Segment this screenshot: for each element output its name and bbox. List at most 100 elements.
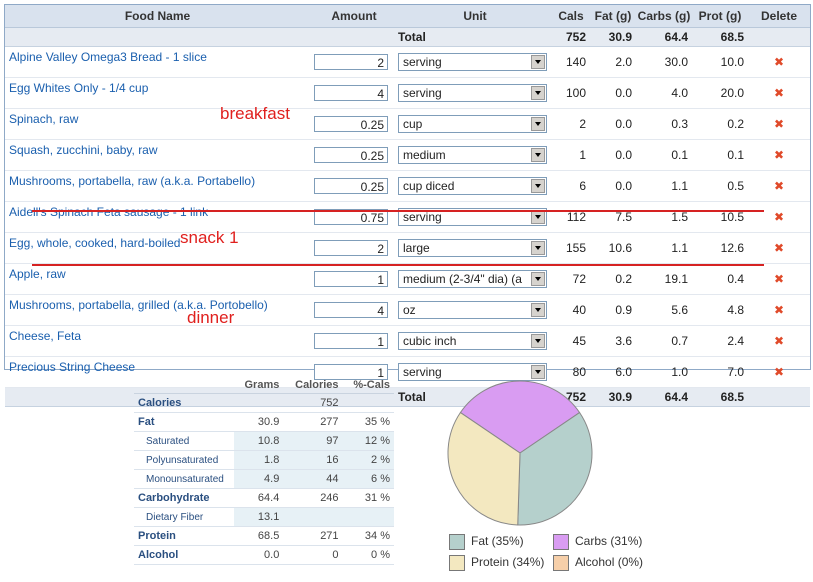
col-carbs[interactable]: Carbs (g)	[636, 5, 692, 28]
cell-carbs: 0.7	[636, 325, 692, 357]
food-name-link[interactable]: Mushrooms, portabella, raw (a.k.a. Porta…	[5, 170, 310, 202]
unit-select[interactable]: medium (2-3/4" dia) (a	[398, 270, 547, 288]
nutrient-grams	[234, 393, 284, 413]
annotation-dinner: dinner	[187, 308, 235, 327]
col-unit[interactable]: Unit	[398, 5, 552, 28]
cell-fat: 0.0	[590, 139, 636, 171]
food-name-link[interactable]: Aidell's Spinach Feta sausage - 1 link	[5, 201, 310, 233]
chevron-down-icon[interactable]	[531, 179, 545, 193]
cell-cals: 72	[552, 263, 590, 295]
close-x-icon[interactable]: ✖	[748, 46, 810, 78]
col-delete: Delete	[748, 5, 810, 28]
col-cals[interactable]: Cals	[552, 5, 590, 28]
chevron-down-icon[interactable]	[531, 55, 545, 69]
unit-select[interactable]: medium	[398, 146, 547, 164]
close-x-icon[interactable]: ✖	[748, 170, 810, 202]
nutrition-summary-table: Grams Calories %-Cals Calories 752 Fat 30.9…	[134, 377, 394, 565]
table-row: Aidell's Spinach Feta sausage - 1 link 0.…	[5, 201, 810, 233]
legend-label: Fat (35%)	[471, 534, 524, 549]
legend-item: Fat (35%)	[449, 534, 524, 550]
nutrient-calories: 271	[283, 526, 343, 546]
cell-carbs: 1.5	[636, 201, 692, 233]
unit-select[interactable]: serving	[398, 363, 547, 381]
close-x-icon[interactable]: ✖	[748, 108, 810, 140]
amount-input[interactable]: 4	[314, 302, 388, 318]
food-name-link[interactable]: Apple, raw	[5, 263, 310, 295]
chevron-down-icon[interactable]	[531, 86, 545, 100]
amount-input[interactable]: 0.25	[314, 178, 388, 194]
unit-select[interactable]: oz	[398, 301, 547, 319]
close-x-icon[interactable]: ✖	[748, 263, 810, 295]
close-x-icon[interactable]: ✖	[748, 356, 810, 388]
cell-prot: 10.0	[692, 46, 748, 78]
unit-select-value: medium (2-3/4" dia) (a	[403, 272, 522, 286]
amount-input[interactable]: 0.25	[314, 116, 388, 132]
nutrition-row: Calories 752	[134, 393, 394, 413]
unit-select-value: serving	[403, 86, 442, 100]
unit-select[interactable]: cup	[398, 115, 547, 133]
unit-select[interactable]: serving	[398, 53, 547, 71]
cell-cals: 40	[552, 294, 590, 326]
food-name-link[interactable]: Alpine Valley Omega3 Bread - 1 slice	[5, 46, 310, 78]
col-prot[interactable]: Prot (g)	[692, 5, 748, 28]
nutrient-pct	[342, 393, 394, 413]
nutrition-row: Dietary Fiber 13.1	[134, 507, 394, 527]
col-food-name[interactable]: Food Name	[5, 5, 310, 28]
food-name-link[interactable]: Cheese, Feta	[5, 325, 310, 357]
total-fat: 30.9	[590, 387, 636, 407]
col-fat[interactable]: Fat (g)	[590, 5, 636, 28]
amount-input[interactable]: 1	[314, 271, 388, 287]
food-name-link[interactable]: Egg, whole, cooked, hard-boiled	[5, 232, 310, 264]
close-x-icon[interactable]: ✖	[748, 77, 810, 109]
food-name-link[interactable]: Egg Whites Only - 1/4 cup	[5, 77, 310, 109]
amount-input[interactable]: 4	[314, 85, 388, 101]
total-row-top: Total 752 30.9 64.4 68.5	[5, 27, 810, 47]
close-x-icon[interactable]: ✖	[748, 201, 810, 233]
close-x-icon[interactable]: ✖	[748, 139, 810, 171]
cell-cals: 100	[552, 77, 590, 109]
food-name-link[interactable]: Spinach, raw	[5, 108, 310, 140]
col-amount[interactable]: Amount	[310, 5, 398, 28]
amount-input[interactable]: 2	[314, 240, 388, 256]
unit-select[interactable]: serving	[398, 84, 547, 102]
unit-select[interactable]: cup diced	[398, 177, 547, 195]
cell-carbs: 1.1	[636, 170, 692, 202]
annotation-breakfast: breakfast	[220, 104, 290, 123]
chevron-down-icon[interactable]	[531, 272, 545, 286]
nutrient-pct: 0 %	[342, 545, 394, 565]
chevron-down-icon[interactable]	[531, 210, 545, 224]
unit-select-value: serving	[403, 55, 442, 69]
nutrient-label: Protein	[134, 526, 234, 546]
cell-cals: 45	[552, 325, 590, 357]
cell-fat: 10.6	[590, 232, 636, 264]
close-x-icon[interactable]: ✖	[748, 232, 810, 264]
amount-input[interactable]: 1	[314, 333, 388, 349]
nutrition-row: Fat 30.9 277 35 %	[134, 412, 394, 432]
nutrient-pct: 12 %	[342, 431, 394, 451]
legend-label: Alcohol (0%)	[575, 555, 644, 570]
unit-select[interactable]: serving	[398, 208, 547, 226]
chevron-down-icon[interactable]	[531, 365, 545, 379]
amount-input[interactable]: 2	[314, 54, 388, 70]
amount-input[interactable]: 0.25	[314, 147, 388, 163]
nutrient-grams: 10.8	[234, 431, 284, 451]
unit-select[interactable]: cubic inch	[398, 332, 547, 350]
close-x-icon[interactable]: ✖	[748, 325, 810, 357]
cell-prot: 7.0	[692, 356, 748, 388]
amount-input[interactable]: 0.75	[314, 209, 388, 225]
chevron-down-icon[interactable]	[531, 303, 545, 317]
close-x-icon[interactable]: ✖	[748, 294, 810, 326]
chevron-down-icon[interactable]	[531, 148, 545, 162]
nutrition-row: Monounsaturated 4.9 44 6 %	[134, 469, 394, 489]
total-label: Total	[398, 27, 552, 47]
header-row: Food Name Amount Unit Cals Fat (g) Carbs…	[5, 5, 810, 28]
unit-select[interactable]: large	[398, 239, 547, 257]
total-cals: 752	[552, 27, 590, 47]
food-name-link[interactable]: Mushrooms, portabella, grilled (a.k.a. P…	[5, 294, 310, 326]
table-row: Egg Whites Only - 1/4 cup 4 serving 100 0.0 4…	[5, 77, 810, 109]
food-name-link[interactable]: Squash, zucchini, baby, raw	[5, 139, 310, 171]
nutrition-row: Alcohol 0.0 0 0 %	[134, 545, 394, 565]
chevron-down-icon[interactable]	[531, 334, 545, 348]
chevron-down-icon[interactable]	[531, 241, 545, 255]
chevron-down-icon[interactable]	[531, 117, 545, 131]
